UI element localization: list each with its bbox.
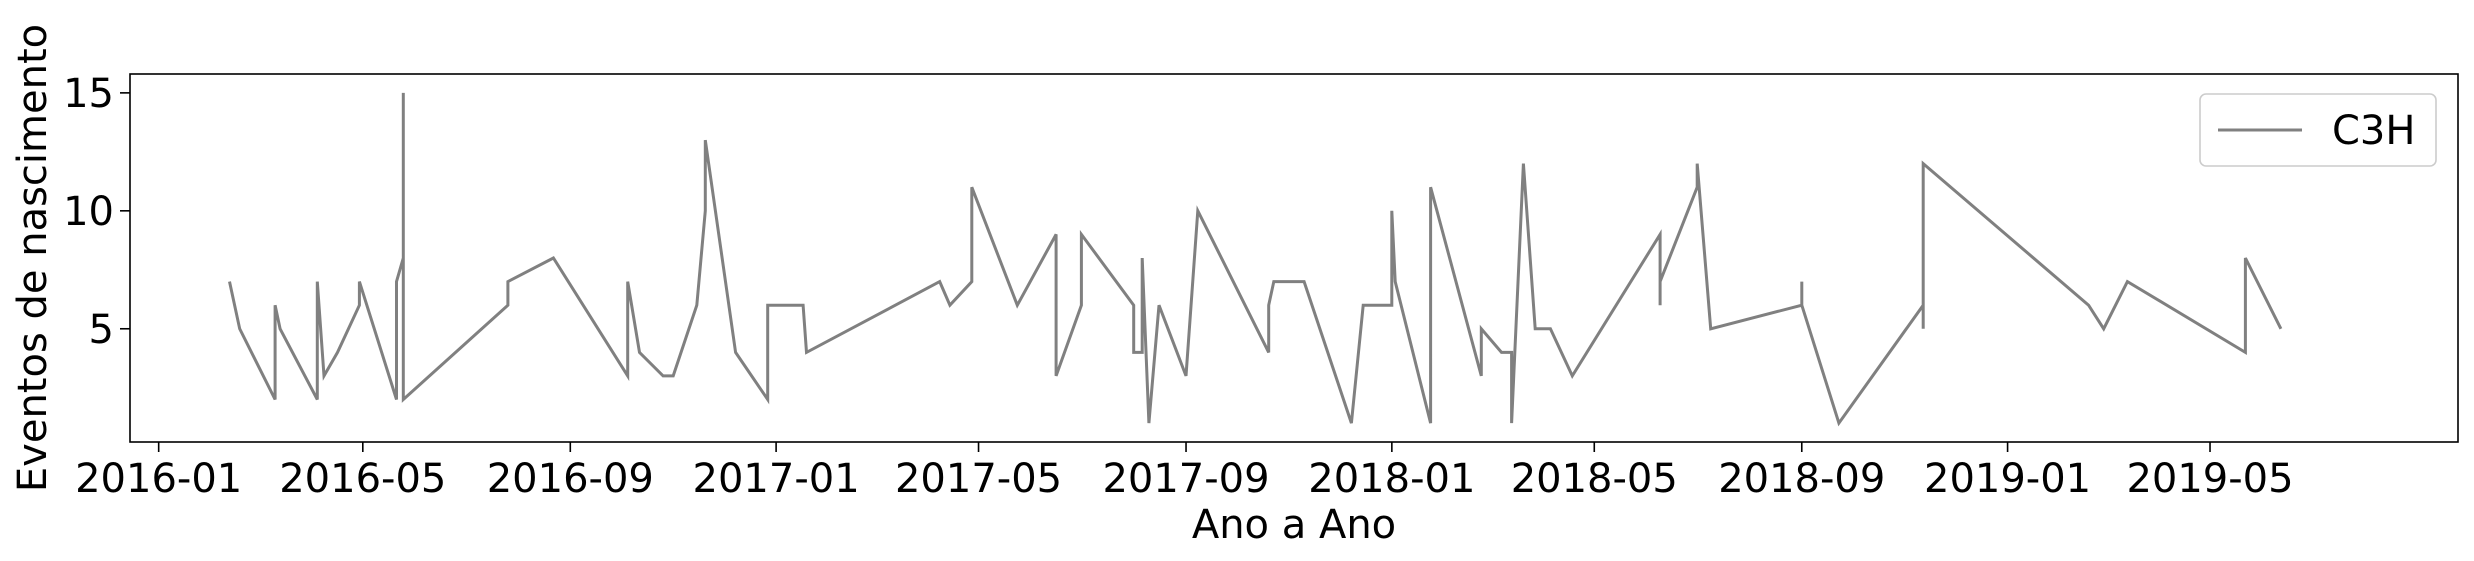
x-tick-label: 2019-01 [1924, 456, 2091, 502]
x-axis-ticks: 2016-01 2016-05 2016-09 2017-01 2017-05 2017-… [75, 442, 2294, 502]
plot-area [129, 73, 2459, 443]
x-axis-label: Ano a Ano [1192, 502, 1396, 548]
x-tick-label: 2016-01 [75, 456, 242, 502]
y-tick-label: 15 [63, 71, 114, 117]
legend-label-c3h: C3H [2332, 108, 2415, 154]
x-tick-label: 2017-05 [895, 456, 1062, 502]
x-tick-label: 2018-09 [1718, 456, 1885, 502]
y-axis-label: Eventos de nascimento [10, 24, 56, 492]
series-line-c3h [228, 92, 2283, 427]
y-axis-ticks: 5 10 15 [63, 71, 130, 353]
x-tick-label: 2018-01 [1308, 456, 1475, 502]
y-tick-label: 5 [89, 307, 114, 353]
y-tick-label: 10 [63, 189, 114, 235]
x-tick-label: 2017-09 [1102, 456, 1269, 502]
x-tick-label: 2017-01 [693, 456, 860, 502]
x-tick-label: 2016-09 [487, 456, 654, 502]
x-tick-label: 2018-05 [1511, 456, 1678, 502]
legend-box [2199, 93, 2437, 167]
x-tick-label: 2019-05 [2126, 456, 2293, 502]
x-tick-label: 2016-05 [279, 456, 446, 502]
legend: C3H [2199, 93, 2437, 167]
series-layer [228, 92, 2283, 427]
